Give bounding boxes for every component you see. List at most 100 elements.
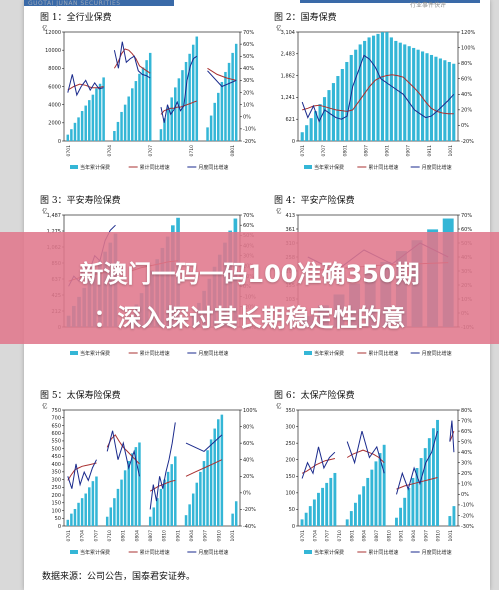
premium-bar — [234, 501, 238, 526]
premium-bar — [116, 121, 120, 141]
premium-bar — [385, 32, 389, 141]
premium-bar — [425, 53, 429, 141]
unit-label: 亿 — [276, 24, 282, 32]
x-tick-label: 0710 — [189, 145, 195, 157]
y2-tick-label: 0% — [461, 492, 469, 498]
y-tick-label: 50 — [55, 516, 61, 522]
y2-tick-label: 100% — [461, 45, 476, 51]
premium-bar — [415, 468, 419, 526]
premium-bar — [195, 36, 199, 141]
x-tick-label: 0910 — [436, 530, 442, 542]
y-tick-label: 500 — [51, 446, 61, 452]
y-tick-label: 0 — [58, 139, 61, 145]
premium-bar — [336, 76, 340, 141]
premium-bar — [227, 62, 231, 142]
premium-bar — [318, 104, 322, 141]
x-tick-label: 0901 — [175, 530, 181, 542]
premium-bar — [177, 78, 181, 141]
y-tick-label: 2,483 — [281, 52, 295, 58]
y2-tick-label: 120% — [461, 30, 476, 36]
premium-bar — [308, 506, 312, 526]
y2-tick-label: -20% — [461, 513, 474, 519]
premium-bar — [134, 447, 138, 526]
y2-tick-label: -20% — [243, 139, 256, 145]
premium-bar — [421, 51, 425, 141]
premium-bar — [123, 470, 127, 526]
cumulative-growth-line — [396, 477, 438, 490]
y-tick-label: 413 — [285, 213, 295, 219]
y-tick-label: 3,104 — [281, 30, 295, 36]
y2-tick-label: 50% — [461, 439, 472, 445]
cumulative-growth-line — [207, 67, 237, 81]
y2-tick-label: -10% — [243, 127, 256, 133]
y-tick-label: 400 — [51, 462, 61, 468]
premium-bar — [191, 493, 195, 526]
premium-bar — [113, 131, 116, 141]
y2-tick-label: 10% — [461, 482, 472, 488]
y2-tick-label: 20% — [461, 471, 472, 477]
chart-svg: 亿 0 621 1,241 1,862 2,483 3,104 -20% 0% 20% 40% 60%… — [276, 24, 476, 171]
y-tick-label: 250 — [285, 441, 295, 447]
monthly-growth-line — [149, 422, 176, 510]
premium-bar — [231, 513, 234, 526]
premium-bar — [181, 70, 184, 141]
y2-tick-label: 50% — [243, 54, 254, 60]
premium-bar — [317, 492, 320, 526]
premium-bar — [123, 104, 127, 141]
premium-bar — [134, 81, 138, 141]
premium-bar — [300, 132, 304, 141]
x-tick-label: 0804 — [134, 530, 140, 542]
premium-bar — [329, 477, 333, 526]
premium-bar — [195, 482, 199, 526]
monthly-growth-line — [301, 446, 336, 479]
premium-bar — [163, 118, 166, 141]
chart-title: 图 2：国寿保费 — [274, 13, 337, 23]
y-tick-label: 300 — [51, 477, 61, 483]
y-tick-label: 750 — [51, 408, 61, 414]
y2-tick-label: 30% — [461, 461, 472, 467]
x-tick-label: 0901 — [385, 145, 391, 157]
legend-bar-label: 当年累计保费 — [80, 164, 110, 171]
premium-bar — [436, 419, 439, 526]
chart-panel-6: 图 6：太保产险保费亿 0 50 100 150 200 250 300 350 -30% -20%… — [272, 388, 482, 560]
premium-bar — [234, 43, 238, 141]
x-tick-label: 1001 — [448, 530, 454, 542]
premium-bar — [73, 122, 77, 141]
premium-bar — [452, 506, 456, 526]
x-tick-label: 0707 — [148, 145, 154, 157]
header-band-left — [24, 0, 174, 6]
premium-bar — [403, 44, 407, 141]
premium-bar — [80, 498, 84, 526]
premium-bar — [443, 60, 447, 141]
y2-tick-label: 60% — [243, 441, 254, 447]
chart-title: 图 3：平安寿险保费 — [40, 196, 121, 206]
chart-panel-1: 图 1：全行业保费亿 0 2000 4000 6000 8000 10000 12000 -20… — [38, 10, 264, 175]
premium-bar — [305, 125, 309, 141]
legend-bar-label: 当年累计保费 — [314, 549, 344, 556]
legend-bar-swatch — [304, 165, 312, 169]
premium-bar — [231, 52, 234, 142]
x-tick-label: 0707 — [325, 530, 331, 542]
y2-tick-label: 0% — [461, 123, 469, 129]
premium-bar — [166, 107, 170, 141]
legend-cum-label: 累计同比增速 — [368, 350, 398, 357]
premium-bar — [358, 44, 362, 141]
cumulative-growth-line — [185, 459, 223, 477]
y-tick-label: 1,275 — [47, 229, 61, 235]
y2-tick-label: 60% — [243, 223, 254, 229]
y-tick-label: 350 — [51, 470, 61, 476]
unit-label: 亿 — [42, 24, 48, 32]
legend-mon-label: 月度同比增速 — [422, 549, 452, 556]
legend-cum-label: 累计同比增速 — [140, 350, 170, 357]
x-tick-label: 0804 — [362, 530, 368, 542]
cumulative-growth-line — [67, 462, 97, 481]
y2-tick-label: 80% — [461, 408, 472, 414]
y2-tick-label: 20% — [243, 474, 254, 480]
x-tick-label: 0907 — [203, 530, 209, 542]
premium-bar — [362, 486, 366, 526]
premium-bar — [184, 61, 188, 141]
y-tick-label: 200 — [285, 458, 295, 464]
premium-bar — [113, 498, 116, 526]
premium-bar — [145, 60, 148, 141]
